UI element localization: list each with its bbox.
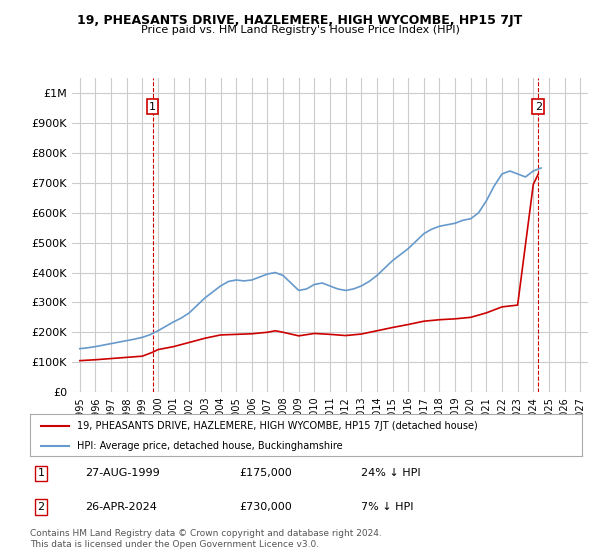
- Text: 2: 2: [535, 101, 542, 111]
- Text: Contains HM Land Registry data © Crown copyright and database right 2024.
This d: Contains HM Land Registry data © Crown c…: [30, 529, 382, 549]
- Text: 1: 1: [149, 101, 156, 111]
- Text: 19, PHEASANTS DRIVE, HAZLEMERE, HIGH WYCOMBE, HP15 7JT (detached house): 19, PHEASANTS DRIVE, HAZLEMERE, HIGH WYC…: [77, 421, 478, 431]
- Text: £730,000: £730,000: [240, 502, 293, 512]
- Text: 26-APR-2024: 26-APR-2024: [85, 502, 157, 512]
- Text: HPI: Average price, detached house, Buckinghamshire: HPI: Average price, detached house, Buck…: [77, 441, 343, 451]
- Text: £175,000: £175,000: [240, 468, 293, 478]
- Text: 7% ↓ HPI: 7% ↓ HPI: [361, 502, 414, 512]
- Text: 24% ↓ HPI: 24% ↓ HPI: [361, 468, 421, 478]
- Text: 1: 1: [38, 468, 44, 478]
- Text: 2: 2: [37, 502, 44, 512]
- Text: Price paid vs. HM Land Registry's House Price Index (HPI): Price paid vs. HM Land Registry's House …: [140, 25, 460, 35]
- Text: 27-AUG-1999: 27-AUG-1999: [85, 468, 160, 478]
- Text: 19, PHEASANTS DRIVE, HAZLEMERE, HIGH WYCOMBE, HP15 7JT: 19, PHEASANTS DRIVE, HAZLEMERE, HIGH WYC…: [77, 14, 523, 27]
